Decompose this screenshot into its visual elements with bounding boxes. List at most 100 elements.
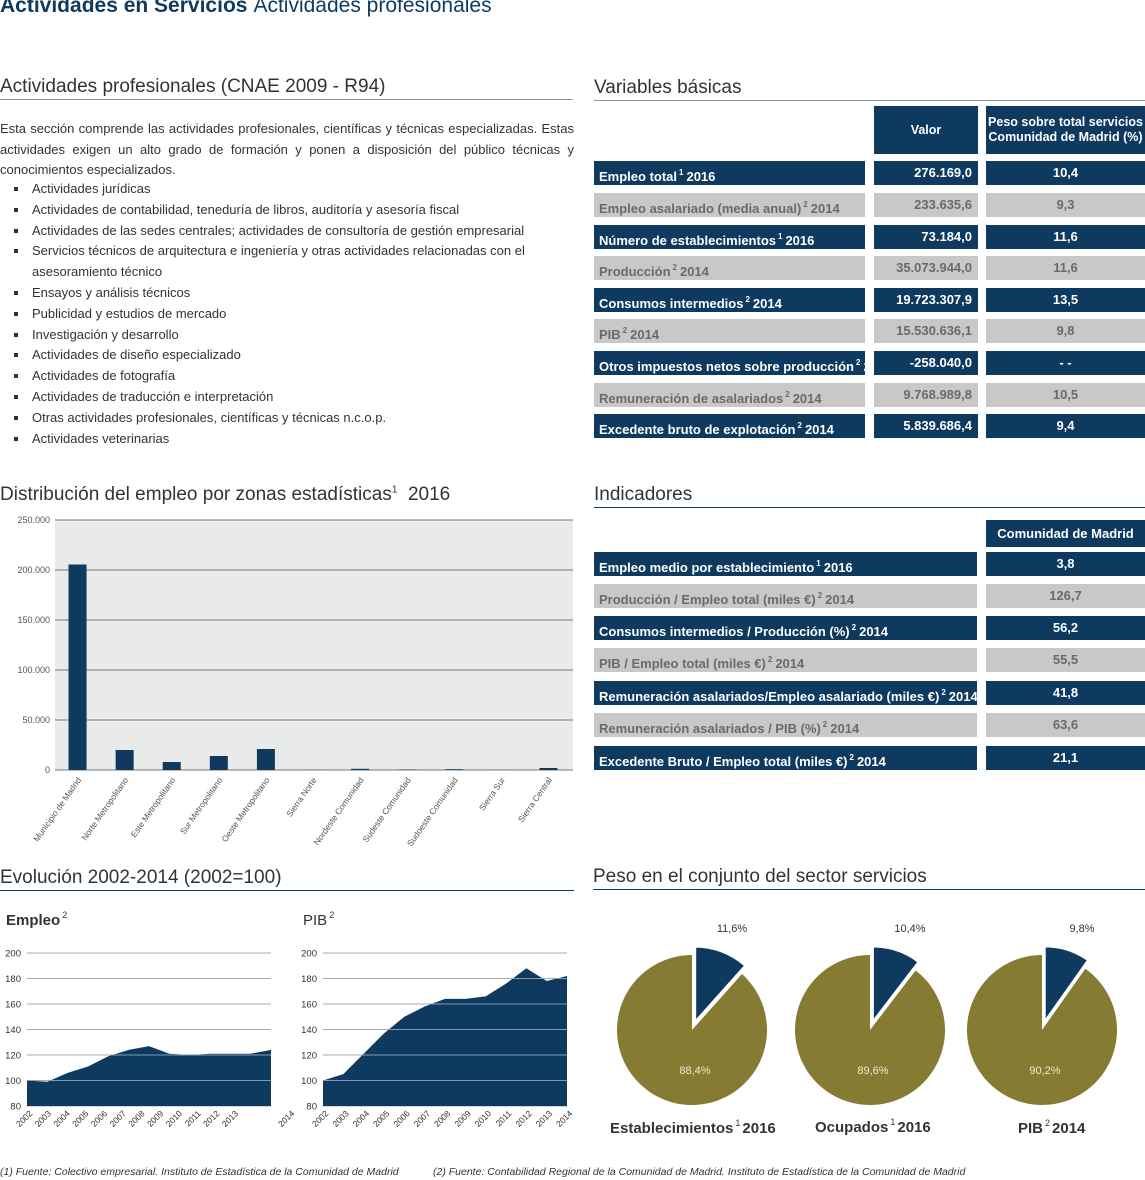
pie-label-sector: 9,8% bbox=[1069, 923, 1094, 935]
activity-item: Servicios técnicos de arquitectura e ing… bbox=[12, 241, 572, 283]
row-label-note: 2 bbox=[855, 358, 861, 367]
row-label-note: 1 bbox=[778, 232, 783, 241]
x-tick-label: 2012 bbox=[513, 1108, 534, 1129]
pie-caption-year: 2016 bbox=[742, 1120, 776, 1137]
row-label-note: 2 bbox=[622, 326, 628, 335]
pie-label-sector: 10,4% bbox=[894, 923, 925, 935]
row-label-note: 2 bbox=[941, 688, 946, 697]
variable-row-label: Empleo total 1 2016 bbox=[594, 161, 865, 185]
evolucion-title-text: Evolución 2002-2014 (2002=100) bbox=[0, 867, 282, 888]
pie-slice-rest bbox=[617, 955, 767, 1105]
row-label-year: 2014 bbox=[810, 201, 840, 216]
area-series bbox=[27, 1046, 271, 1106]
plot-area bbox=[55, 520, 573, 770]
variable-row-peso: 10,4 bbox=[986, 161, 1145, 185]
x-tick-label: 2013 bbox=[534, 1108, 555, 1129]
x-tick-label: 2014 bbox=[554, 1108, 575, 1129]
indicador-row-value: 21,1 bbox=[986, 746, 1145, 770]
variable-row-valor: 35.073.944,0 bbox=[874, 256, 978, 280]
variable-row-peso: 11,6 bbox=[986, 256, 1145, 280]
indicador-row-label: Excedente Bruto / Empleo total (miles €)… bbox=[594, 746, 977, 770]
x-tick-label: 2004 bbox=[351, 1108, 372, 1129]
distribucion-title-text: Distribución del empleo por zonas estadí… bbox=[0, 484, 392, 505]
row-label-note: 1 bbox=[816, 559, 821, 568]
activity-item: Actividades de traducción e interpretaci… bbox=[12, 387, 572, 408]
x-tick-label: 2010 bbox=[164, 1108, 185, 1129]
row-label-year: 2016 bbox=[785, 233, 815, 248]
row-label-year: 2014 bbox=[825, 592, 855, 607]
bar bbox=[115, 750, 134, 770]
pie-slice-sector bbox=[694, 945, 747, 1025]
activity-item: Actividades de diseño especializado bbox=[12, 345, 572, 366]
y-tick-label: 250.000 bbox=[17, 515, 50, 525]
bar bbox=[351, 768, 370, 770]
variable-row-peso: 10,5 bbox=[986, 383, 1145, 407]
row-label-note: 2 bbox=[785, 390, 790, 399]
variable-row-valor: 5.839.686,4 bbox=[874, 414, 978, 438]
pib-chart-title-text: PIB bbox=[303, 912, 328, 929]
row-label-note: 2 bbox=[822, 720, 828, 729]
x-tick-label: 2006 bbox=[391, 1108, 412, 1129]
indicador-row-label: Remuneración asalariados/Empleo asalaria… bbox=[594, 681, 977, 705]
footnote-2: (2) Fuente: Contabilidad Regional de la … bbox=[433, 1166, 966, 1178]
bar bbox=[68, 564, 87, 770]
pie: 9,8% 90,2% bbox=[967, 923, 1117, 1105]
y-tick-label: 180 bbox=[301, 974, 317, 985]
indicadores-section-title: Indicadores bbox=[594, 484, 1145, 508]
variable-row-peso: 9,4 bbox=[986, 414, 1145, 438]
activity-item: Actividades veterinarias bbox=[12, 429, 572, 450]
pie-caption-note: 1 bbox=[735, 1118, 741, 1128]
x-tick-label: 2007 bbox=[412, 1108, 433, 1129]
row-label-note: 2 bbox=[797, 421, 802, 430]
y-tick-label: 160 bbox=[301, 1000, 317, 1011]
description-section-title: Actividades profesionales (CNAE 2009 - R… bbox=[0, 76, 573, 100]
variable-row-peso: 9,3 bbox=[986, 193, 1145, 217]
row-label-year: 2014 bbox=[804, 422, 834, 437]
x-tick-label: 2004 bbox=[51, 1108, 72, 1129]
variable-row-peso: - - bbox=[986, 351, 1145, 375]
x-tick-label: Sierra Sur bbox=[477, 775, 507, 812]
y-tick-label: 80 bbox=[10, 1102, 21, 1113]
x-tick-label: Sur Metropolitano bbox=[178, 775, 225, 836]
indicador-row-value: 3,8 bbox=[986, 552, 1145, 576]
variable-row-valor: 15.530.636,1 bbox=[874, 319, 978, 343]
description-intro: Esta sección comprende las actividades p… bbox=[0, 121, 574, 177]
x-tick-label: 2008 bbox=[432, 1108, 453, 1129]
indicador-row-value: 55,5 bbox=[986, 648, 1145, 672]
row-label-year: 2014 bbox=[792, 391, 822, 406]
activity-item: Actividades de contabilidad, teneduría d… bbox=[12, 200, 572, 221]
row-label-text: Otros impuestos netos sobre producción bbox=[599, 359, 854, 374]
variables-col-valor: Valor bbox=[874, 106, 978, 154]
empleo-area-chart: 8010012014016018020020022003200420052006… bbox=[5, 949, 295, 1129]
pie-caption-year: 2014 bbox=[1052, 1120, 1086, 1137]
row-label-text: Empleo total bbox=[599, 169, 678, 184]
row-label-text: Empleo medio por establecimiento bbox=[599, 560, 815, 575]
variable-row-valor: 73.184,0 bbox=[874, 225, 978, 249]
x-tick-label: Municipio de Madrid bbox=[31, 775, 83, 843]
activity-item: Ensayos y análisis técnicos bbox=[12, 283, 572, 304]
x-tick-label: 2005 bbox=[371, 1108, 392, 1129]
row-label-text: Consumos intermedios bbox=[599, 296, 744, 311]
x-tick-label: Sudeste Comunidad bbox=[360, 775, 413, 844]
pie-caption-note: 1 bbox=[890, 1117, 896, 1127]
distribucion-title-note: 1 bbox=[391, 484, 398, 496]
zonas-bar-chart: 0 50.000 100.000 150.000 200.000 250.000 Munic… bbox=[17, 515, 573, 848]
indicador-row-value: 63,6 bbox=[986, 713, 1145, 737]
y-tick-label: 120 bbox=[5, 1051, 21, 1062]
pie-caption-ocupados: Ocupados 1 2016 bbox=[815, 1117, 931, 1136]
pie-label-rest: 88,4% bbox=[679, 1065, 710, 1077]
y-tick-label: 0 bbox=[45, 765, 50, 775]
empleo-chart-title-text: Empleo bbox=[6, 912, 61, 929]
y-tick-label: 200.000 bbox=[17, 565, 50, 575]
x-tick-label: 2012 bbox=[201, 1108, 222, 1129]
x-tick-label: 2013 bbox=[220, 1108, 241, 1129]
indicador-row-label: PIB / Empleo total (miles €) 2 2014 bbox=[594, 648, 977, 672]
row-label-note: 2 bbox=[745, 295, 750, 304]
pie-caption-year: 2016 bbox=[897, 1119, 931, 1136]
activity-item: Otras actividades profesionales, científ… bbox=[12, 408, 572, 429]
activity-item: Investigación y desarrollo bbox=[12, 325, 572, 346]
variable-row-valor: 9.768.989,8 bbox=[874, 383, 978, 407]
row-label-text: Excedente bruto de explotación bbox=[599, 422, 796, 437]
activities-list: Actividades jurídicas Actividades de cont… bbox=[12, 179, 572, 449]
row-label-note: 2 bbox=[849, 753, 854, 762]
